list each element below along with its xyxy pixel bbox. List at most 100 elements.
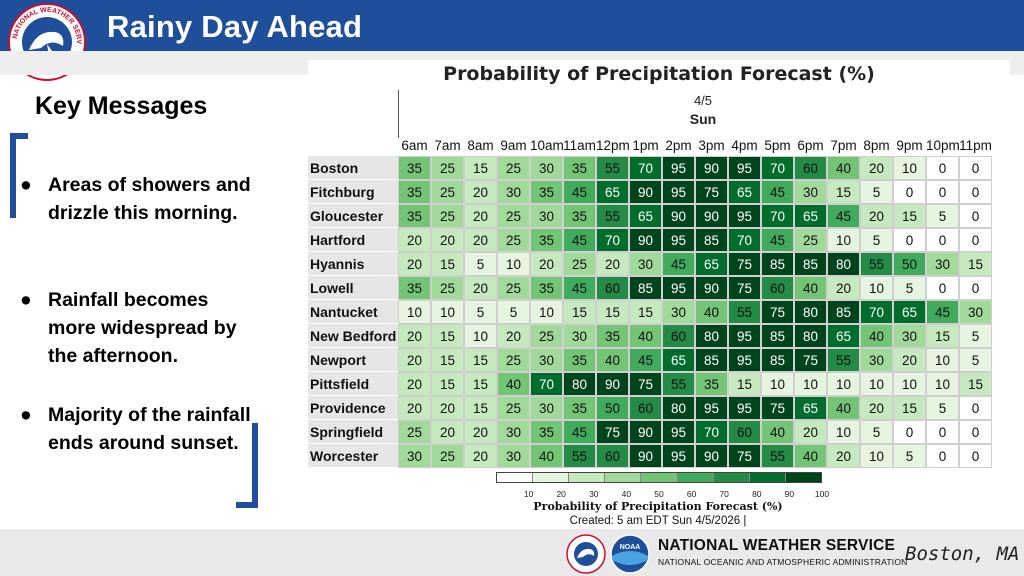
pop-cell: 95 xyxy=(662,228,695,252)
city-label: Pittsfield xyxy=(308,372,398,396)
pop-cell: 10 xyxy=(761,372,794,396)
pop-cell: 35 xyxy=(398,204,431,228)
pop-cell: 15 xyxy=(464,348,497,372)
pop-cell: 25 xyxy=(563,252,596,276)
pop-cell: 25 xyxy=(431,444,464,468)
city-label: Lowell xyxy=(308,276,398,300)
city-label: Worcester xyxy=(308,444,398,468)
pop-cell: 70 xyxy=(695,420,728,444)
pop-cell: 90 xyxy=(629,444,662,468)
pop-cell: 65 xyxy=(695,252,728,276)
pop-cell: 25 xyxy=(497,228,530,252)
pop-cell: 15 xyxy=(728,372,761,396)
city-label: Boston xyxy=(308,156,398,180)
pop-cell: 65 xyxy=(596,180,629,204)
pop-cell: 20 xyxy=(860,396,893,420)
pop-cell: 65 xyxy=(794,396,827,420)
pop-cell: 25 xyxy=(431,204,464,228)
pop-cell: 35 xyxy=(695,372,728,396)
pop-cell: 40 xyxy=(596,348,629,372)
pop-cell: 30 xyxy=(530,204,563,228)
pop-cell: 5 xyxy=(893,444,926,468)
colorbar-tick: 50 xyxy=(654,489,664,499)
pop-cell: 15 xyxy=(464,396,497,420)
pop-cell: 50 xyxy=(596,396,629,420)
colorbar-segment xyxy=(641,473,678,482)
pop-cell: 55 xyxy=(827,348,860,372)
pop-cell: 5 xyxy=(926,396,959,420)
pop-cell: 60 xyxy=(728,420,761,444)
pop-cell: 20 xyxy=(860,156,893,180)
pop-cell: 40 xyxy=(497,372,530,396)
pop-cell: 75 xyxy=(761,300,794,324)
pop-cell: 40 xyxy=(827,156,860,180)
pop-cell: 85 xyxy=(761,252,794,276)
pop-cell: 30 xyxy=(497,444,530,468)
pop-cell: 40 xyxy=(530,444,563,468)
pop-cell: 35 xyxy=(530,276,563,300)
pop-cell: 10 xyxy=(827,228,860,252)
hour-label: 5pm xyxy=(764,138,791,153)
pop-cell: 80 xyxy=(695,324,728,348)
city-label: Springfield xyxy=(308,420,398,444)
pop-cell: 15 xyxy=(563,300,596,324)
pop-cell: 0 xyxy=(926,420,959,444)
pop-cell: 50 xyxy=(893,252,926,276)
pop-cell: 30 xyxy=(794,180,827,204)
pop-cell: 45 xyxy=(827,204,860,228)
pop-cell: 45 xyxy=(761,228,794,252)
pop-cell: 95 xyxy=(728,204,761,228)
pop-cell: 35 xyxy=(398,156,431,180)
pop-cell: 0 xyxy=(926,228,959,252)
pop-cell: 35 xyxy=(596,324,629,348)
pop-cell: 15 xyxy=(431,372,464,396)
pop-cell: 5 xyxy=(860,228,893,252)
pop-cell: 70 xyxy=(761,156,794,180)
chart-date: 4/5 xyxy=(693,93,713,108)
pop-cell: 20 xyxy=(464,444,497,468)
header-bar: Rainy Day Ahead xyxy=(0,0,1024,51)
pop-cell: 5 xyxy=(464,252,497,276)
pop-cell: 0 xyxy=(926,180,959,204)
pop-cell: 75 xyxy=(728,444,761,468)
pop-cell: 65 xyxy=(893,300,926,324)
pop-cell: 25 xyxy=(497,276,530,300)
pop-cell: 0 xyxy=(926,156,959,180)
hour-label: 7am xyxy=(434,138,461,153)
key-messages-title: Key Messages xyxy=(35,92,208,120)
pop-cell: 90 xyxy=(695,444,728,468)
pop-cell: 15 xyxy=(959,372,992,396)
pop-cell: 65 xyxy=(629,204,662,228)
pop-cell: 25 xyxy=(431,276,464,300)
pop-cell: 15 xyxy=(926,324,959,348)
pop-cell: 70 xyxy=(761,204,794,228)
bracket-right xyxy=(236,423,258,508)
pop-cell: 95 xyxy=(662,156,695,180)
pop-cell: 20 xyxy=(398,252,431,276)
colorbar xyxy=(496,472,822,483)
hour-label: 8am xyxy=(467,138,494,153)
pop-cell: 30 xyxy=(926,252,959,276)
pop-cell: 75 xyxy=(728,276,761,300)
pop-cell: 5 xyxy=(497,300,530,324)
pop-cell: 20 xyxy=(431,228,464,252)
pop-cell: 5 xyxy=(860,420,893,444)
pop-cell: 30 xyxy=(860,348,893,372)
pop-cell: 90 xyxy=(629,420,662,444)
key-message-2: ● Rainfall becomes more widespread by th… xyxy=(20,286,255,370)
pop-cell: 10 xyxy=(860,372,893,396)
colorbar-tick: 30 xyxy=(589,489,599,499)
colorbar-tick: 20 xyxy=(556,489,566,499)
key-message-text: Areas of showers and drizzle this mornin… xyxy=(48,174,251,224)
pop-cell: 35 xyxy=(530,420,563,444)
key-message-1: ● Areas of showers and drizzle this morn… xyxy=(20,171,255,227)
pop-cell: 5 xyxy=(926,204,959,228)
pop-cell: 80 xyxy=(794,300,827,324)
colorbar-segment xyxy=(713,473,750,482)
pop-cell: 95 xyxy=(728,156,761,180)
pop-cell: 90 xyxy=(629,180,662,204)
pop-cell: 60 xyxy=(596,276,629,300)
colorbar-tick: 80 xyxy=(752,489,762,499)
pop-cell: 95 xyxy=(728,324,761,348)
page-title: Rainy Day Ahead xyxy=(107,9,363,44)
